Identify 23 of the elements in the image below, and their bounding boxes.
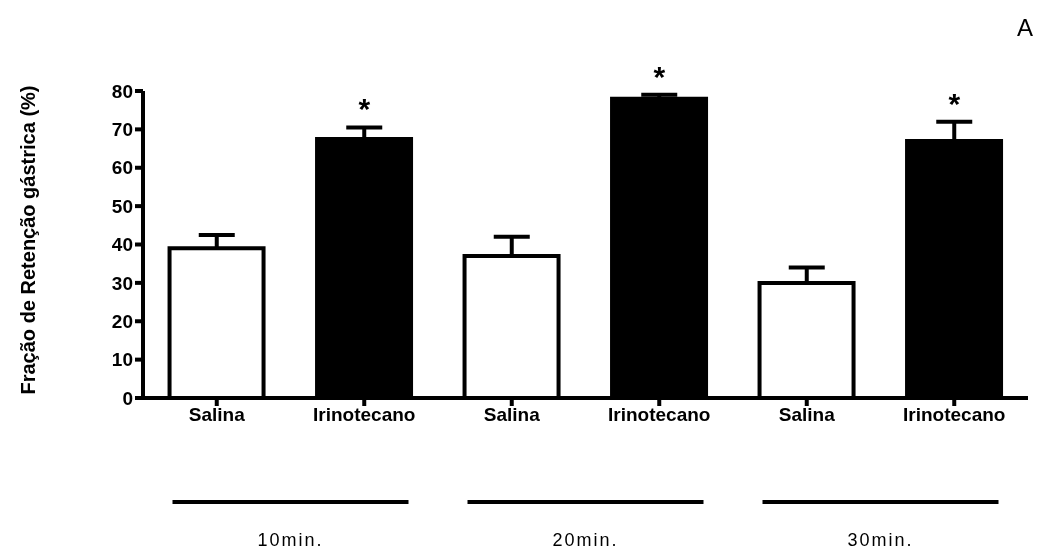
annotation: * (358, 92, 371, 126)
annotation: * (948, 86, 961, 120)
y-tick-label: 70 (111, 119, 133, 141)
x-tick-label: Salina (778, 404, 836, 426)
text: 20min. (552, 530, 619, 550)
y-axis-title: Fração de Retenção gástrica (%) (17, 85, 40, 395)
text: A (1016, 14, 1033, 41)
x-tick-label: Irinotecano (313, 404, 416, 426)
y-tick-label: 60 (111, 157, 133, 179)
x-tick-label: Irinotecano (608, 404, 711, 426)
y-tick-label: 20 (111, 310, 133, 332)
y-tick-label: 50 (111, 195, 133, 217)
y-tick-label: 30 (111, 272, 133, 294)
annotation: * (653, 59, 666, 93)
text: 30min. (847, 530, 914, 550)
y-tick-label: 0 (122, 387, 133, 409)
text: 10min. (257, 530, 324, 550)
y-tick-label: 10 (111, 349, 133, 371)
x-tick-label: Irinotecano (903, 404, 1006, 426)
y-tick-label: 80 (111, 80, 133, 102)
x-tick-label: Salina (188, 404, 246, 426)
y-tick-label: 40 (111, 234, 133, 256)
x-tick-label: Salina (483, 404, 541, 426)
